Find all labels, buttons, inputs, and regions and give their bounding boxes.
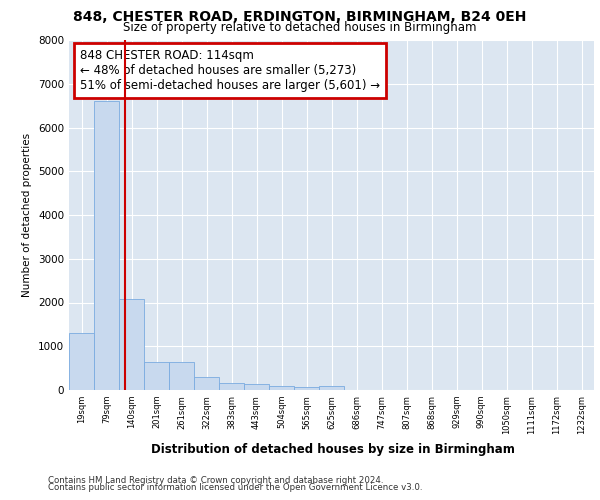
Bar [244, 384, 269, 390]
Bar [119, 299, 144, 390]
Bar [269, 386, 294, 390]
Text: Contains HM Land Registry data © Crown copyright and database right 2024.: Contains HM Land Registry data © Crown c… [48, 476, 383, 485]
Text: Contains public sector information licensed under the Open Government Licence v3: Contains public sector information licen… [48, 484, 422, 492]
Bar [294, 387, 319, 390]
Text: Size of property relative to detached houses in Birmingham: Size of property relative to detached ho… [123, 21, 477, 34]
Bar [319, 386, 344, 390]
Bar [94, 101, 119, 390]
Bar [219, 383, 244, 390]
Bar [69, 333, 94, 390]
Bar [144, 362, 169, 390]
Bar [194, 377, 219, 390]
Text: 848 CHESTER ROAD: 114sqm
← 48% of detached houses are smaller (5,273)
51% of sem: 848 CHESTER ROAD: 114sqm ← 48% of detach… [79, 49, 380, 92]
Y-axis label: Number of detached properties: Number of detached properties [22, 133, 32, 297]
Text: 848, CHESTER ROAD, ERDINGTON, BIRMINGHAM, B24 0EH: 848, CHESTER ROAD, ERDINGTON, BIRMINGHAM… [73, 10, 527, 24]
Text: Distribution of detached houses by size in Birmingham: Distribution of detached houses by size … [151, 442, 515, 456]
Bar [169, 362, 194, 390]
